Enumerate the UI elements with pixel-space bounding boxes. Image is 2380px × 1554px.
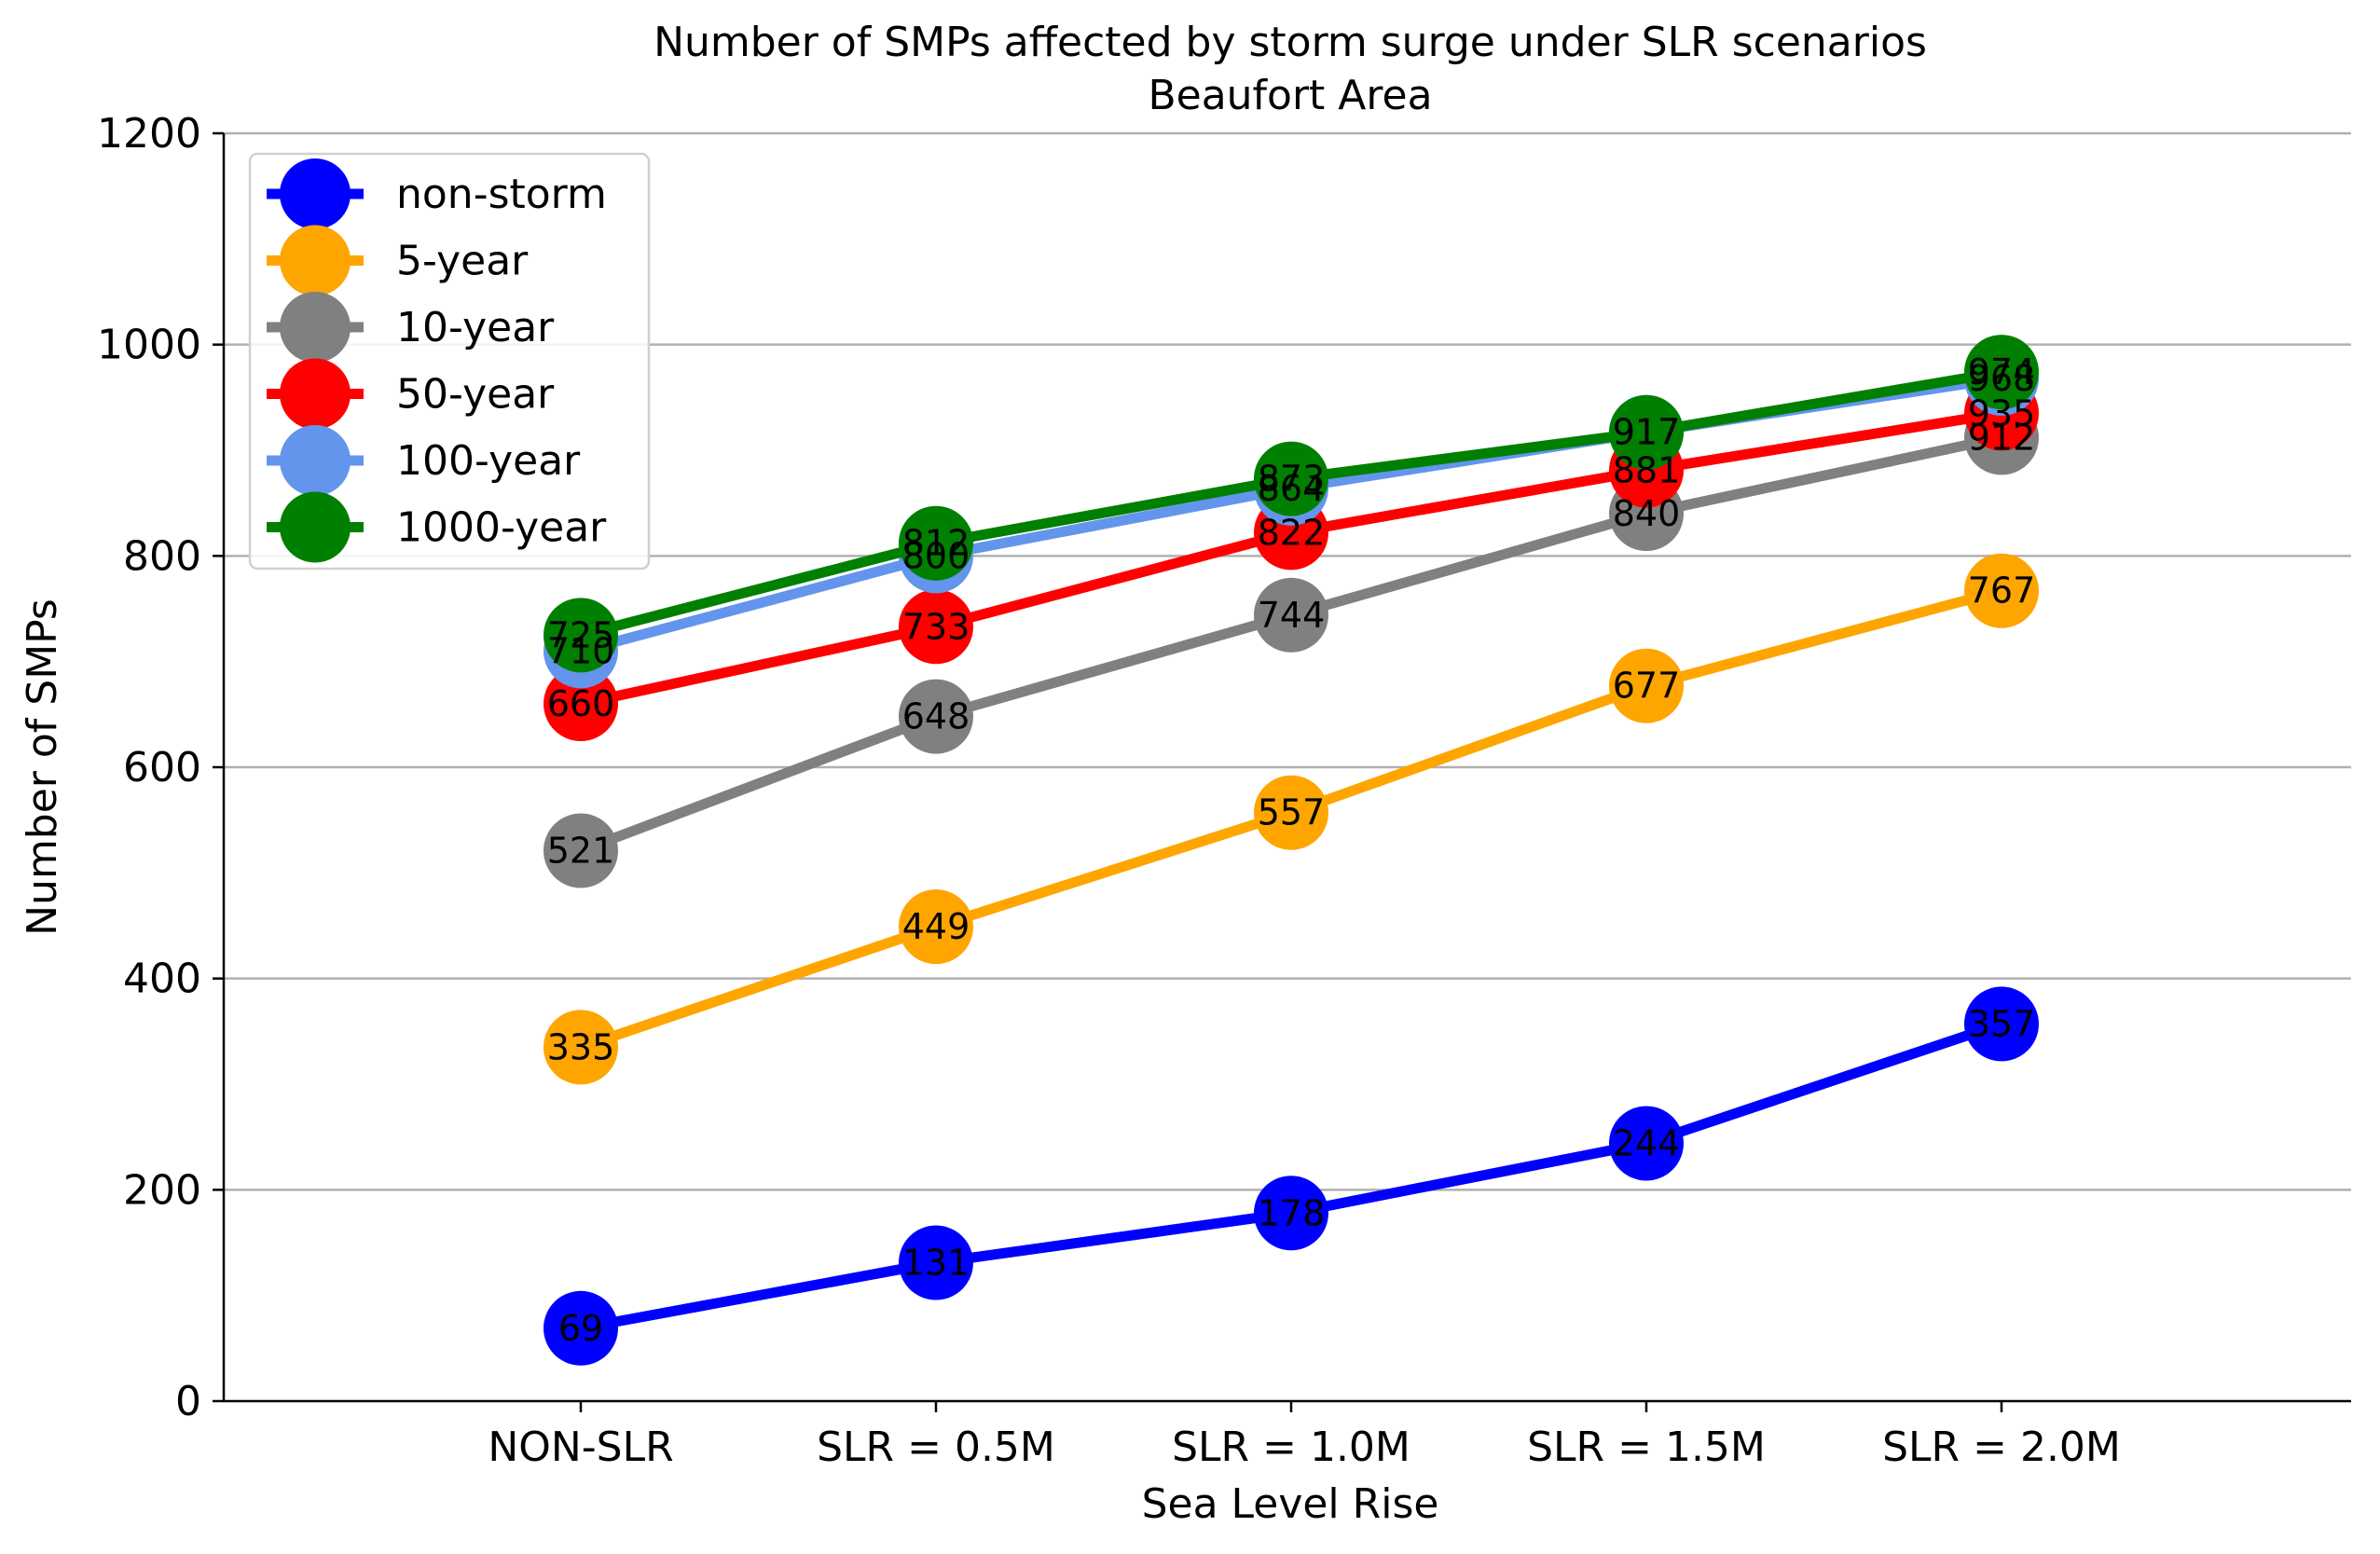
- legend-label-10-year: 10-year: [396, 304, 555, 351]
- x-tick-label: SLR = 0.5M: [817, 1423, 1055, 1471]
- legend-label-100-year: 100-year: [396, 437, 581, 485]
- x-tick-label: NON-SLR: [488, 1423, 673, 1471]
- data-label-100-year: 917: [1613, 412, 1681, 453]
- data-label-non-storm: 178: [1258, 1192, 1326, 1233]
- data-label-5-year: 557: [1258, 792, 1326, 833]
- data-label-50-year: 822: [1258, 512, 1326, 553]
- data-label-1000-year: 812: [902, 523, 970, 564]
- data-point-non-storm: [899, 1225, 973, 1300]
- data-label-10-year: 840: [1613, 493, 1681, 534]
- legend-label-50-year: 50-year: [396, 371, 555, 419]
- legend-marker-5-year: [280, 225, 351, 296]
- y-tick-label: 200: [123, 1166, 201, 1214]
- legend-label-non-storm: non-storm: [396, 171, 607, 218]
- data-label-1000-year: 974: [1968, 351, 2036, 392]
- y-tick-label: 1200: [97, 110, 201, 158]
- data-label-100-year: 710: [547, 630, 615, 671]
- data-label-1000-year: 873: [1258, 459, 1326, 500]
- x-tick-label: SLR = 1.5M: [1527, 1423, 1766, 1471]
- y-tick-label: 0: [175, 1378, 201, 1425]
- data-label-5-year: 449: [902, 906, 970, 947]
- y-axis-label: Number of SMPs: [19, 598, 66, 936]
- data-label-100-year: 864: [1258, 468, 1326, 509]
- data-point-non-storm: [543, 1290, 618, 1366]
- y-tick-label: 1000: [97, 322, 201, 369]
- data-label-1000-year: 917: [1613, 412, 1681, 453]
- data-label-100-year: 968: [1968, 358, 2036, 399]
- x-tick-label: SLR = 2.0M: [1882, 1423, 2121, 1471]
- data-label-5-year: 677: [1613, 666, 1681, 707]
- data-point-50-year: [899, 589, 973, 665]
- data-label-non-storm: 357: [1968, 1003, 2036, 1044]
- y-tick-label: 600: [123, 744, 201, 791]
- data-label-non-storm: 131: [902, 1243, 970, 1284]
- data-label-5-year: 767: [1968, 571, 2036, 612]
- data-point-5-year: [1964, 553, 2039, 628]
- data-point-1000-year: [543, 598, 618, 673]
- data-label-10-year: 648: [902, 696, 970, 737]
- data-label-1000-year: 725: [547, 614, 615, 655]
- data-point-non-storm: [1254, 1176, 1328, 1251]
- data-label-non-storm: 69: [558, 1308, 603, 1349]
- data-point-1000-year: [899, 505, 973, 581]
- data-label-10-year: 744: [1258, 595, 1326, 636]
- data-point-5-year: [1609, 648, 1684, 723]
- data-point-non-storm: [1964, 986, 2039, 1062]
- data-label-50-year: 881: [1613, 450, 1681, 491]
- data-label-10-year: 521: [547, 831, 615, 872]
- data-label-50-year: 660: [547, 683, 615, 724]
- legend-marker-50-year: [280, 358, 351, 430]
- legend-marker-10-year: [280, 292, 351, 363]
- legend-marker-non-storm: [280, 158, 351, 229]
- data-point-10-year: [543, 813, 618, 888]
- legend: non-storm 5-year 10-year 50-year 100-year 100…: [248, 152, 651, 571]
- data-point-non-storm: [1609, 1106, 1684, 1181]
- data-label-layer: 69 131 178 244 357 335 449 557 677 767 521 648 744 84…: [547, 351, 2036, 1349]
- y-tick-label: 800: [123, 532, 201, 580]
- data-label-non-storm: 244: [1613, 1122, 1681, 1163]
- data-point-1000-year: [1964, 335, 2039, 410]
- data-label-50-year: 733: [902, 606, 970, 647]
- x-tick-label: SLR = 1.0M: [1172, 1423, 1410, 1471]
- data-label-10-year: 912: [1968, 417, 2036, 458]
- legend-marker-1000-year: [280, 491, 351, 563]
- axes-layer: 0 200 400 600 800 1000 1200 NON-SLR SLR = 0.5M SL…: [97, 110, 2351, 1471]
- data-point-5-year: [543, 1010, 618, 1085]
- legend-label-5-year: 5-year: [396, 238, 529, 285]
- y-tick-label: 400: [123, 956, 201, 1003]
- x-axis-label: Sea Level Rise: [1142, 1480, 1439, 1528]
- legend-marker-100-year: [280, 425, 351, 496]
- chart-title: Number of SMPs affected by storm surge u…: [653, 19, 1927, 66]
- data-point-1000-year: [1609, 394, 1684, 470]
- data-point-1000-year: [1254, 441, 1328, 516]
- data-point-10-year: [899, 679, 973, 754]
- data-label-50-year: 935: [1968, 392, 2036, 433]
- legend-label-1000-year: 1000-year: [396, 504, 607, 552]
- series-layer: [543, 335, 2039, 1366]
- data-point-5-year: [899, 889, 973, 965]
- data-point-10-year: [1254, 577, 1328, 653]
- data-label-100-year: 800: [902, 535, 970, 576]
- data-point-5-year: [1254, 775, 1328, 850]
- data-label-5-year: 335: [547, 1026, 615, 1067]
- chart-subtitle: Beaufort Area: [1148, 72, 1432, 119]
- data-point-50-year: [543, 667, 618, 741]
